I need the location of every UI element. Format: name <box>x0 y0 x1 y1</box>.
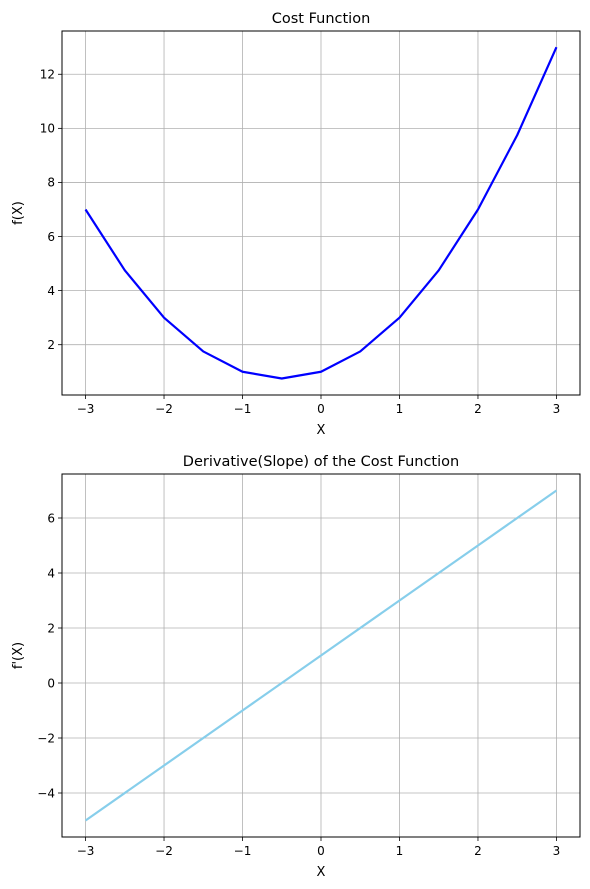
y-axis-label: f(X) <box>11 201 26 225</box>
x-tick-label: 2 <box>474 844 482 858</box>
y-tick-label: 4 <box>47 566 55 580</box>
y-tick-label: 8 <box>47 176 55 190</box>
y-tick-label: 6 <box>47 230 55 244</box>
y-tick-label: 4 <box>47 284 55 298</box>
x-tick-label: −3 <box>77 844 95 858</box>
x-tick-label: 1 <box>396 844 404 858</box>
x-tick-label: 1 <box>396 402 404 416</box>
x-axis-label: X <box>317 865 326 880</box>
chart-title: Derivative(Slope) of the Cost Function <box>183 454 459 470</box>
y-tick-label: 2 <box>47 621 55 635</box>
x-tick-label: 0 <box>317 844 325 858</box>
x-tick-label: −2 <box>155 402 173 416</box>
y-tick-label: −4 <box>37 786 55 800</box>
x-tick-label: 0 <box>317 402 325 416</box>
x-tick-label: 3 <box>553 402 561 416</box>
y-tick-label: 0 <box>47 676 55 690</box>
x-tick-label: 3 <box>553 844 561 858</box>
y-tick-label: 12 <box>40 68 55 82</box>
x-tick-label: −1 <box>234 402 252 416</box>
y-tick-label: 2 <box>47 338 55 352</box>
x-tick-label: −1 <box>234 844 252 858</box>
y-tick-label: 10 <box>40 122 55 136</box>
x-tick-label: −2 <box>155 844 173 858</box>
x-axis-label: X <box>317 423 326 438</box>
y-tick-label: 6 <box>47 511 55 525</box>
y-tick-label: −2 <box>37 731 55 745</box>
x-tick-label: −3 <box>77 402 95 416</box>
chart-2: −3 −2 −1 0 1 2 3 −4 −2 0 2 4 6 Derivative(Slope) of t… <box>11 454 580 880</box>
x-tick-label: 2 <box>474 402 482 416</box>
y-axis-label: f'(X) <box>11 642 26 669</box>
chart-title: Cost Function <box>272 11 371 27</box>
